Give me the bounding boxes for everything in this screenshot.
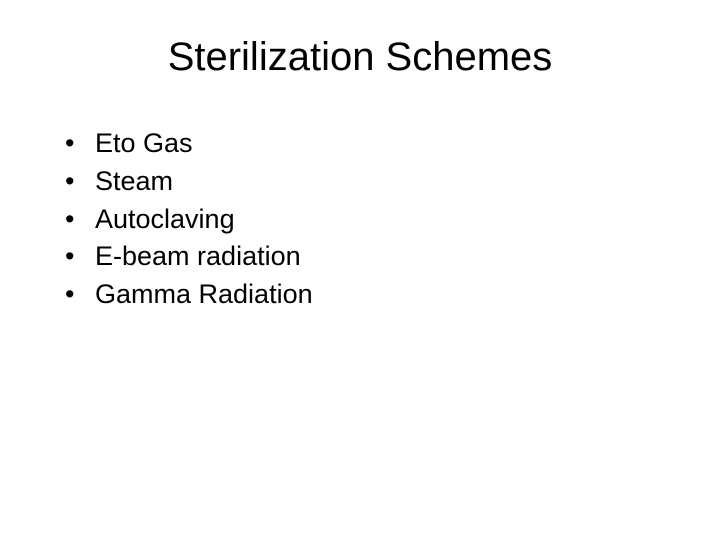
bullet-icon: • <box>65 238 95 276</box>
bullet-icon: • <box>65 276 95 314</box>
bullet-text: E-beam radiation <box>95 238 670 276</box>
bullet-text: Gamma Radiation <box>95 276 670 314</box>
bullet-text: Steam <box>95 163 670 201</box>
slide-title: Sterilization Schemes <box>50 35 670 80</box>
bullet-icon: • <box>65 125 95 163</box>
list-item: • Steam <box>65 163 670 201</box>
list-item: • Autoclaving <box>65 201 670 239</box>
list-item: • Gamma Radiation <box>65 276 670 314</box>
bullet-icon: • <box>65 201 95 239</box>
list-item: • E-beam radiation <box>65 238 670 276</box>
bullet-icon: • <box>65 163 95 201</box>
slide-container: Sterilization Schemes • Eto Gas • Steam … <box>0 0 720 540</box>
list-item: • Eto Gas <box>65 125 670 163</box>
bullet-list: • Eto Gas • Steam • Autoclaving • E-beam… <box>50 125 670 314</box>
bullet-text: Autoclaving <box>95 201 670 239</box>
bullet-text: Eto Gas <box>95 125 670 163</box>
